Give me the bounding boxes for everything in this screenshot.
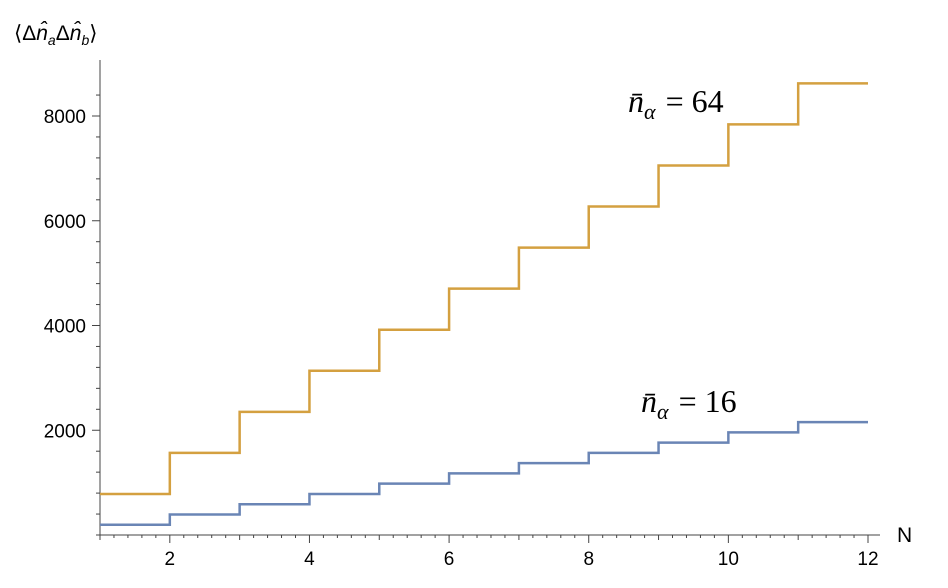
series-line-1: [100, 420, 868, 526]
y-tick-label: 6000: [44, 212, 86, 233]
series-label-64: n̄α = 64: [628, 83, 724, 124]
x-tick-label: 8: [583, 549, 594, 570]
x-tick-label: 2: [165, 549, 176, 570]
x-axis-label: N: [897, 524, 912, 547]
series-layer: [100, 82, 868, 526]
y-axis-label: ⟨Δn̂aΔn̂b⟩: [14, 22, 97, 48]
y-tick-label: 8000: [44, 107, 86, 128]
x-tick-label: 6: [444, 549, 455, 570]
series-label-16: n̄α = 16: [641, 383, 737, 424]
series-line-0: [100, 82, 868, 496]
x-tick-label: 10: [718, 549, 739, 570]
x-tick-label: 4: [304, 549, 315, 570]
y-tick-label: 2000: [44, 421, 86, 442]
axes: 2 4 6 8 10 12 2000 4000 6000 8000: [44, 60, 880, 570]
x-tick-label: 12: [857, 549, 878, 570]
y-tick-label: 4000: [44, 317, 86, 338]
